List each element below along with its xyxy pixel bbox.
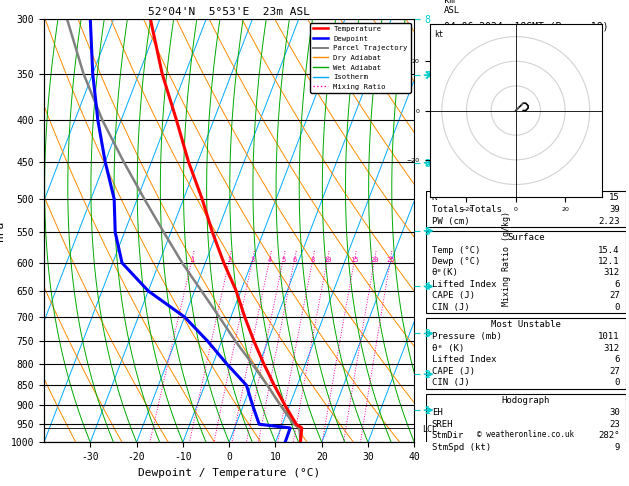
Text: Lifted Index: Lifted Index [431, 355, 496, 364]
Text: 6: 6 [615, 355, 620, 364]
Text: 282°: 282° [598, 431, 620, 440]
Text: SREH: SREH [431, 420, 454, 429]
Text: 27: 27 [609, 366, 620, 376]
Text: 20: 20 [370, 257, 379, 263]
Text: K: K [431, 193, 437, 202]
Text: 6: 6 [292, 257, 296, 263]
Text: 1: 1 [190, 257, 194, 263]
Text: 0: 0 [615, 303, 620, 312]
Text: Hodograph: Hodograph [501, 396, 550, 405]
Text: LCL: LCL [421, 425, 437, 434]
X-axis label: Dewpoint / Temperature (°C): Dewpoint / Temperature (°C) [138, 468, 320, 478]
Bar [426, 394, 626, 455]
Text: 0: 0 [615, 378, 620, 387]
Text: 1011: 1011 [598, 332, 620, 341]
Text: 10: 10 [323, 257, 331, 263]
Text: 30: 30 [609, 408, 620, 417]
Text: Surface: Surface [507, 233, 545, 242]
Text: 312: 312 [604, 268, 620, 278]
Text: 23: 23 [609, 420, 620, 429]
Text: θᵉ(K): θᵉ(K) [431, 268, 459, 278]
Text: 2.23: 2.23 [598, 217, 620, 226]
Text: 312: 312 [604, 344, 620, 353]
Text: 6: 6 [615, 280, 620, 289]
Text: 15.4: 15.4 [598, 245, 620, 255]
Text: 5: 5 [281, 257, 285, 263]
Text: Lifted Index: Lifted Index [431, 280, 496, 289]
Text: StmDir: StmDir [431, 431, 464, 440]
Text: kt: kt [435, 30, 443, 38]
Bar [426, 231, 626, 313]
Text: StmSpd (kt): StmSpd (kt) [431, 443, 491, 451]
Text: Most Unstable: Most Unstable [491, 320, 560, 329]
Text: CAPE (J): CAPE (J) [431, 291, 475, 300]
Text: © weatheronline.co.uk: © weatheronline.co.uk [477, 430, 574, 439]
Text: 3: 3 [250, 257, 255, 263]
Text: 4: 4 [267, 257, 272, 263]
Text: 12.1: 12.1 [598, 257, 620, 266]
Text: 39: 39 [609, 205, 620, 214]
Text: 15: 15 [609, 193, 620, 202]
Text: 2: 2 [227, 257, 231, 263]
Bar [426, 317, 626, 389]
Text: 15: 15 [350, 257, 359, 263]
Text: CAPE (J): CAPE (J) [431, 366, 475, 376]
Text: Temp (°C): Temp (°C) [431, 245, 480, 255]
Text: θᵉ (K): θᵉ (K) [431, 344, 464, 353]
Text: 27: 27 [609, 291, 620, 300]
Text: 04.06.2024  18GMT (Base: 18): 04.06.2024 18GMT (Base: 18) [443, 21, 608, 32]
Text: EH: EH [431, 408, 442, 417]
Text: CIN (J): CIN (J) [431, 378, 469, 387]
Text: 8: 8 [311, 257, 315, 263]
Text: Mixing Ratio (g/kg): Mixing Ratio (g/kg) [503, 211, 511, 306]
Y-axis label: hPa: hPa [0, 221, 5, 241]
Text: 9: 9 [615, 443, 620, 451]
Text: 25: 25 [386, 257, 394, 263]
Text: Dewp (°C): Dewp (°C) [431, 257, 480, 266]
Legend: Temperature, Dewpoint, Parcel Trajectory, Dry Adiabat, Wet Adiabat, Isotherm, Mi: Temperature, Dewpoint, Parcel Trajectory… [310, 23, 411, 93]
Text: Pressure (mb): Pressure (mb) [431, 332, 501, 341]
Text: km
ASL: km ASL [444, 0, 460, 15]
Text: CIN (J): CIN (J) [431, 303, 469, 312]
Bar [426, 191, 626, 226]
Title: 52°04'N  5°53'E  23m ASL: 52°04'N 5°53'E 23m ASL [148, 7, 310, 17]
Text: Totals Totals: Totals Totals [431, 205, 501, 214]
Text: PW (cm): PW (cm) [431, 217, 469, 226]
